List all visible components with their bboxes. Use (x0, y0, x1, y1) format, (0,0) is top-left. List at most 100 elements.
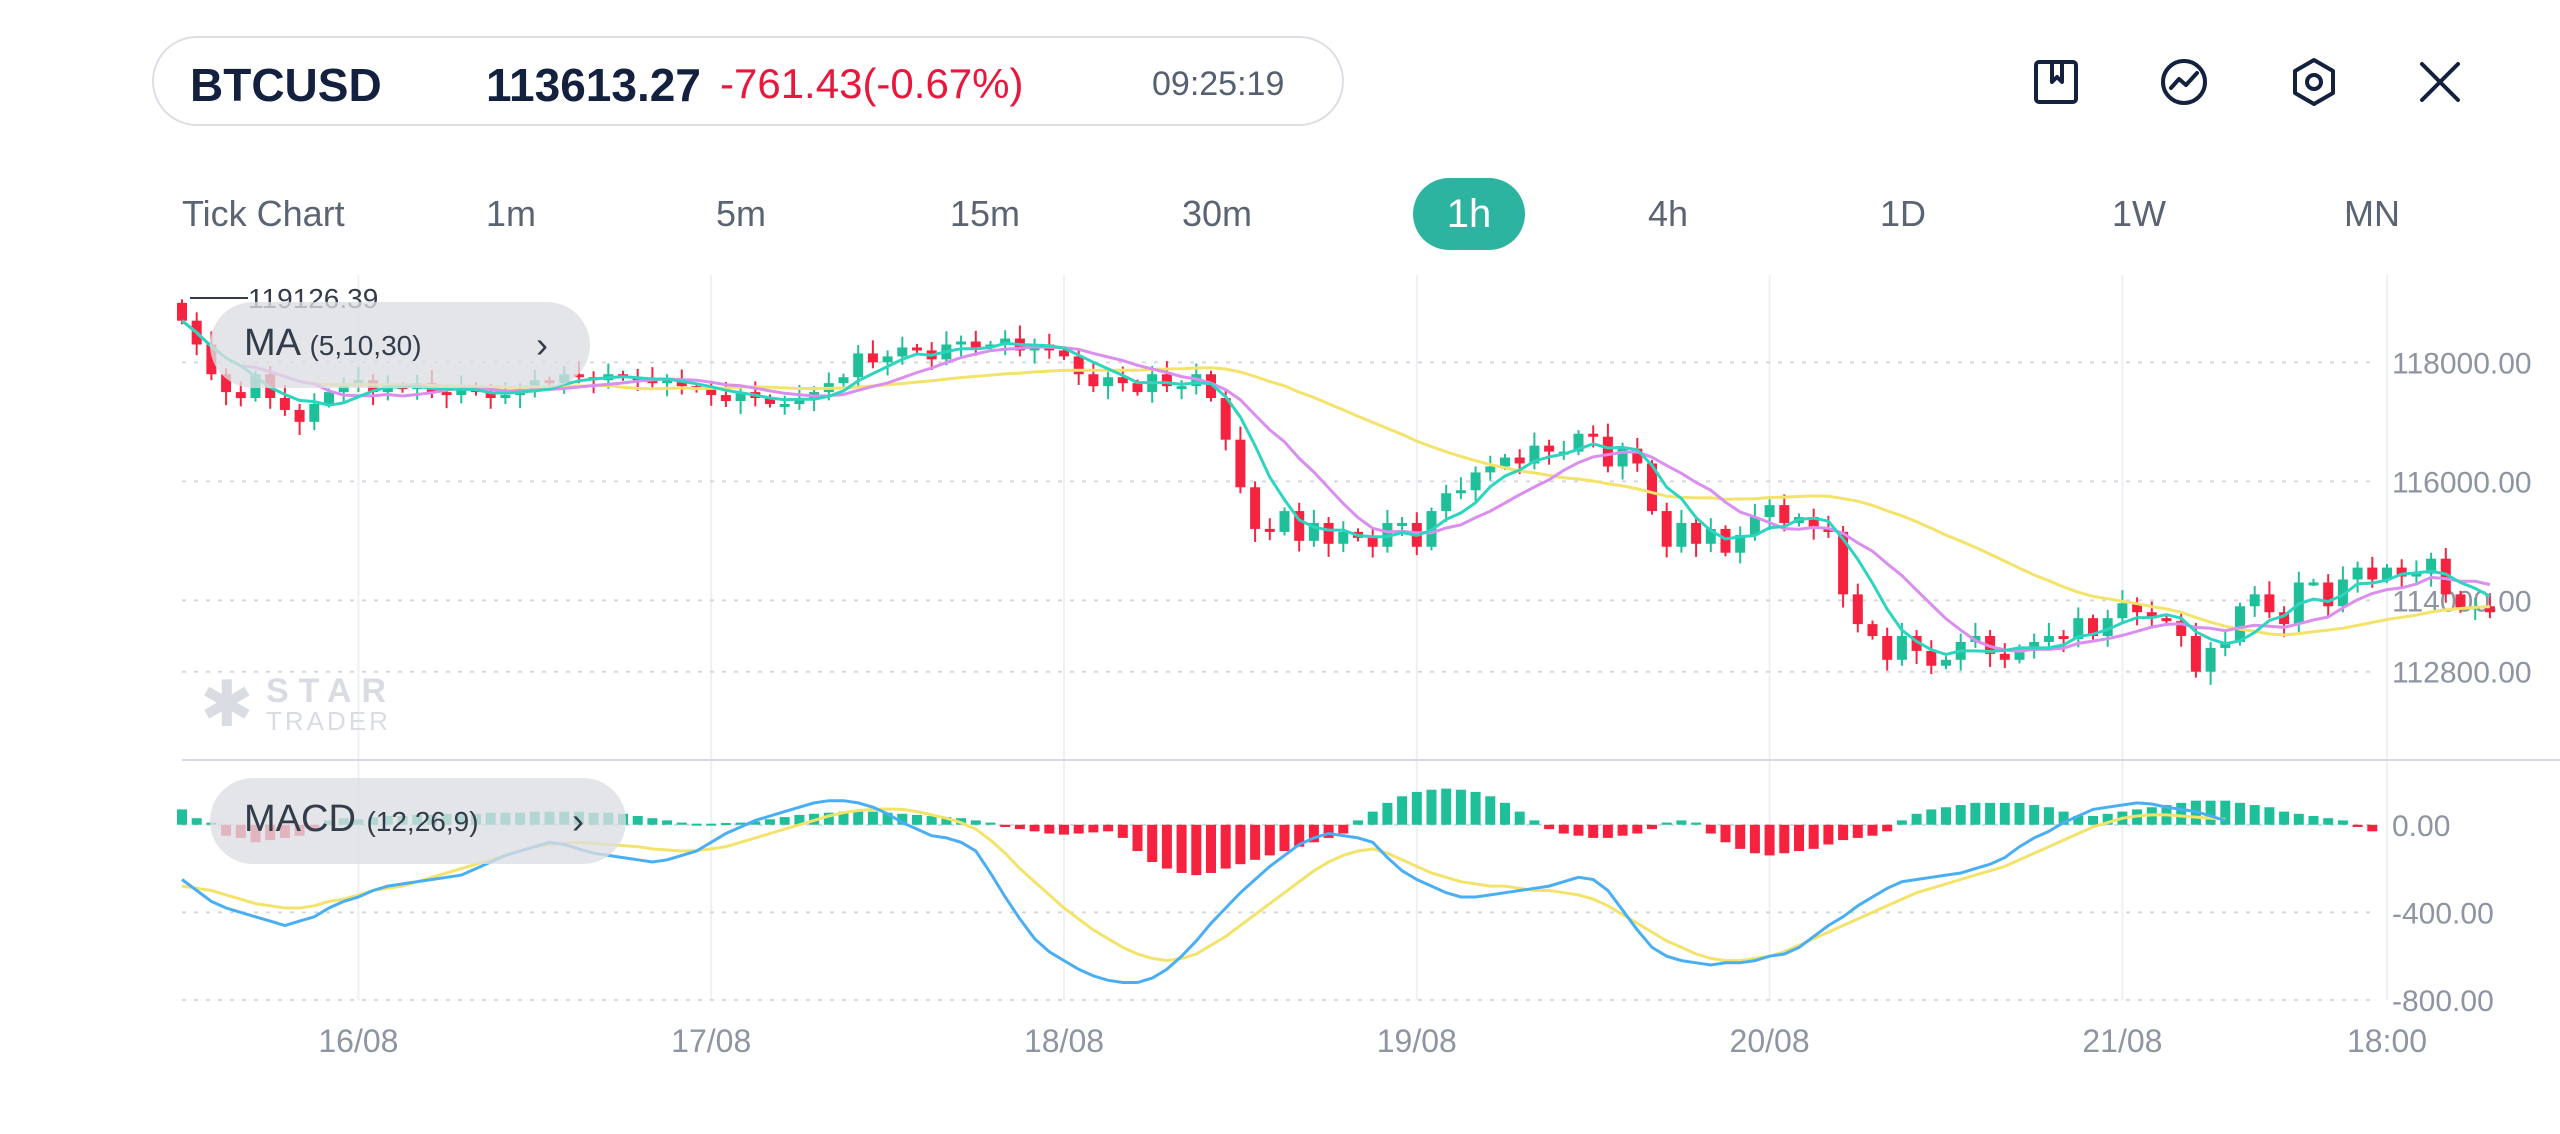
macd-hist-bar (1117, 824, 1128, 838)
macd-hist-bar (1544, 824, 1555, 830)
trend-icon (2161, 59, 2207, 105)
macd-hist-bar (1955, 805, 1966, 825)
candle-body (1220, 398, 1231, 440)
tab-1w[interactable]: 1W (2112, 193, 2166, 234)
macd-hist-bar (1191, 824, 1202, 876)
tab-mn[interactable]: MN (2344, 193, 2400, 234)
symbol-name: BTCUSD (190, 59, 382, 111)
macd-hist-bar (1676, 820, 1687, 825)
candle-body (1661, 511, 1672, 547)
macd-hist-bar (1147, 824, 1158, 862)
macd-hist-bar (823, 812, 834, 825)
candle-body (1823, 528, 1834, 532)
candle-body (1588, 433, 1599, 437)
macd-hist-bar (1470, 791, 1481, 825)
macd-hist-bar (2088, 816, 2098, 825)
candle-body (1676, 522, 1687, 547)
candle-body (2088, 618, 2098, 637)
macd-hist-bar (1720, 824, 1731, 843)
macd-hist-bar (1441, 788, 1452, 825)
tab-30m[interactable]: 30m (1182, 193, 1253, 234)
watermark-line2: TRADER (266, 706, 391, 736)
macd-hist-bar (1220, 824, 1231, 869)
bookmark-icon (2034, 60, 2078, 104)
macd-hist-bar (1206, 824, 1216, 873)
ma10-line (181, 319, 2491, 653)
tab-15m[interactable]: 15m (950, 193, 1021, 234)
candle-body (382, 386, 393, 393)
settings-button[interactable] (2284, 52, 2344, 112)
macd-hist-bar (1588, 824, 1599, 838)
close-icon (2420, 62, 2460, 102)
tab-4h[interactable]: 4h (1648, 193, 1689, 234)
candle-body (2455, 594, 2466, 610)
candle-body (1926, 650, 1937, 666)
candle-body (2440, 558, 2451, 595)
server-time: 09:25:19 (1152, 65, 1285, 103)
close-button[interactable] (2410, 52, 2470, 112)
macd-hist-bar (2264, 807, 2275, 825)
chevron-right-icon: › (536, 324, 548, 365)
candle-body (1602, 436, 1613, 467)
macd-hist-bar (1279, 824, 1290, 852)
candle-body (912, 347, 922, 351)
macd-hist-bar (1691, 822, 1702, 825)
candle-body (2117, 603, 2128, 619)
macd-hist-bar (1338, 824, 1349, 834)
macd-indicator-pill[interactable]: MACD (12,26,9) › (210, 778, 626, 864)
candle-body (662, 380, 673, 384)
candle-body (2382, 567, 2392, 580)
time-axis-label: 18/08 (1024, 1023, 1104, 1059)
macd-hist-bar (2279, 811, 2290, 825)
candle-body (1279, 511, 1290, 532)
candle-body (2190, 636, 2201, 672)
ma-name: MA (244, 322, 299, 364)
tab-5m[interactable]: 5m (716, 193, 767, 234)
macd-hist-bar (1985, 802, 1996, 825)
candle-body (2029, 641, 2040, 648)
candle-body (1338, 531, 1349, 544)
candle-body (867, 353, 878, 363)
macd-hist-bar (2367, 824, 2378, 832)
candle-body (2043, 636, 2054, 642)
candle-body (1632, 448, 1643, 464)
candle-body (1485, 466, 1496, 473)
macd-hist-bar (1455, 789, 1466, 825)
candle-body (294, 409, 305, 422)
tab-1d[interactable]: 1D (1880, 193, 1927, 234)
tab-tick-chart[interactable]: Tick Chart (182, 193, 345, 234)
candle-body (1647, 463, 1657, 512)
macd-axis-label: 0.00 (2392, 810, 2450, 843)
candle-body (177, 302, 187, 321)
macd-hist-bar (1794, 824, 1804, 852)
tab-1h[interactable]: 1h (1413, 178, 1525, 250)
candle-body (1808, 517, 1819, 529)
tab-1m[interactable]: 1m (486, 193, 537, 234)
macd-hist-bar (1838, 824, 1849, 841)
candle-body (1206, 374, 1216, 399)
macd-hist-bar (1735, 824, 1746, 849)
macd-hist-bar (2043, 807, 2054, 825)
ma-indicator-pill[interactable]: MA (5,10,30) › (210, 302, 590, 388)
chevron-right-icon: › (572, 800, 584, 841)
macd-hist-bar (1014, 824, 1025, 830)
macd-hist-bar (1867, 824, 1878, 836)
candle-body (324, 392, 334, 404)
candle-body (1103, 377, 1114, 387)
candle-body (1514, 457, 1525, 464)
candle-body (970, 341, 981, 348)
candle-body (2102, 618, 2113, 637)
candle-body (1720, 528, 1731, 553)
indicator-button[interactable] (2154, 52, 2214, 112)
macd-hist-bar (1235, 824, 1246, 865)
candle-body (1294, 511, 1305, 541)
bookmark-button[interactable] (2026, 52, 2086, 112)
macd-axis-label: -400.00 (2392, 897, 2494, 930)
macd-hist-bar (2058, 811, 2069, 825)
macd-hist-bar (1161, 824, 1172, 869)
candle-body (1999, 653, 2010, 660)
candle-body (1176, 386, 1187, 390)
candle-body (1264, 528, 1275, 532)
macd-hist-bar (1558, 824, 1569, 834)
